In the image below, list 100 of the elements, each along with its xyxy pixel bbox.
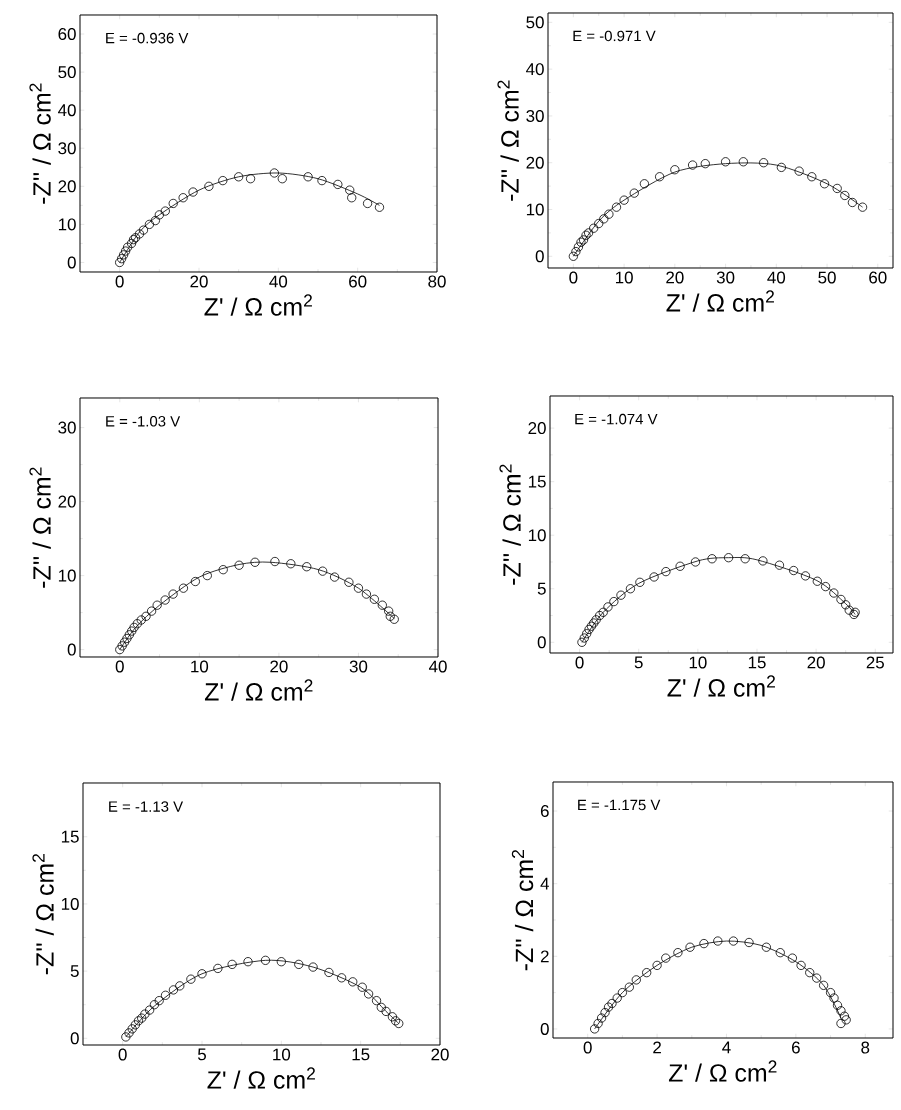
point [774, 560, 785, 570]
point [655, 172, 665, 182]
point [130, 1020, 140, 1030]
y-tick-label: 60 [58, 28, 76, 41]
point [577, 637, 587, 647]
point [324, 967, 334, 978]
point [625, 584, 636, 594]
point [670, 165, 680, 175]
point [150, 215, 160, 226]
y-tick-label: 10 [58, 569, 76, 582]
point [154, 210, 164, 220]
point [661, 567, 671, 577]
x-tick-label: 0 [115, 660, 124, 673]
point [839, 1011, 850, 1021]
point [707, 554, 717, 564]
point [329, 572, 340, 582]
point [137, 1013, 147, 1023]
x-tick-label: 0 [115, 275, 124, 288]
point [218, 176, 228, 186]
annotation: E = -1.13 V [109, 801, 184, 812]
y-axis-title: -Z'' / Ω cm$^{2}$ [511, 850, 534, 971]
point [353, 583, 364, 593]
point [119, 637, 130, 647]
x-axis-title: Z' / Ω cm$^{2}$ [204, 294, 312, 316]
point [154, 996, 164, 1006]
x-axis-title: Z' / Ω cm$^{2}$ [204, 679, 313, 701]
y-tick-label: 10 [528, 529, 546, 542]
point [197, 969, 207, 979]
point [836, 594, 846, 605]
annotation: E = -0.936 V [106, 32, 189, 44]
x-tick-label: 40 [767, 271, 786, 284]
x-tick-label: 20 [666, 271, 684, 284]
point [318, 566, 328, 576]
point [635, 577, 645, 587]
point [819, 179, 830, 189]
point [761, 942, 771, 952]
point [584, 624, 594, 635]
y-tick-label: 20 [58, 180, 76, 193]
y-tick-label: 5 [70, 965, 79, 978]
point [720, 157, 731, 167]
x-tick-label: 15 [352, 1048, 370, 1061]
y-tick-label: 50 [58, 66, 76, 79]
y-axis-title: -Z'' / Ω cm$^{2}$ [29, 83, 51, 204]
y-axis-title: -Z'' / Ω cm$^{2}$ [29, 467, 51, 588]
point [594, 218, 604, 229]
point [347, 193, 357, 203]
x-tick-label: 80 [428, 275, 446, 288]
x-tick-label: 30 [349, 660, 368, 673]
point [688, 160, 698, 170]
point [243, 957, 253, 967]
point [820, 582, 831, 592]
point [744, 937, 754, 948]
point [121, 1032, 131, 1042]
point [357, 982, 367, 992]
x-tick-label: 6 [792, 1041, 800, 1054]
point [369, 594, 379, 604]
point [609, 596, 619, 607]
point [127, 626, 137, 636]
point [775, 948, 785, 958]
point [590, 1024, 600, 1034]
point [841, 600, 851, 610]
point [836, 1018, 846, 1029]
y-axis-title: -Z'' / Ω cm$^{2}$ [497, 80, 519, 201]
point [227, 959, 237, 969]
point [832, 183, 842, 194]
point [124, 630, 134, 640]
x-tick-label: 10 [615, 271, 633, 284]
x-tick-label: 0 [569, 271, 578, 284]
point [364, 989, 374, 999]
point [141, 611, 151, 621]
y-axis-title: -Z'' / Ω cm$^{2}$ [499, 464, 521, 585]
x-tick-label: 4 [722, 1041, 731, 1054]
x-tick-label: 10 [273, 1048, 291, 1061]
point [598, 607, 608, 617]
point [115, 257, 125, 268]
x-tick-label: 10 [689, 656, 707, 669]
point [202, 570, 212, 581]
point [389, 614, 399, 624]
point [568, 251, 578, 261]
point [819, 980, 829, 990]
point [250, 557, 260, 567]
point [571, 247, 581, 257]
y-tick-label: 15 [61, 830, 79, 843]
point [387, 1012, 398, 1022]
point [127, 1024, 137, 1034]
point [593, 1018, 603, 1029]
point [160, 990, 171, 1000]
point [616, 590, 626, 600]
point [302, 562, 312, 572]
point [700, 159, 710, 169]
point [652, 960, 662, 970]
point [796, 960, 806, 970]
point [190, 576, 200, 587]
point [376, 1002, 386, 1012]
x-tick-label: 10 [191, 660, 209, 673]
point [685, 942, 695, 952]
y-tick-label: 30 [58, 142, 76, 155]
y-tick-label: 40 [58, 104, 76, 117]
point [333, 179, 343, 190]
y-tick-label: 0 [540, 1022, 549, 1035]
